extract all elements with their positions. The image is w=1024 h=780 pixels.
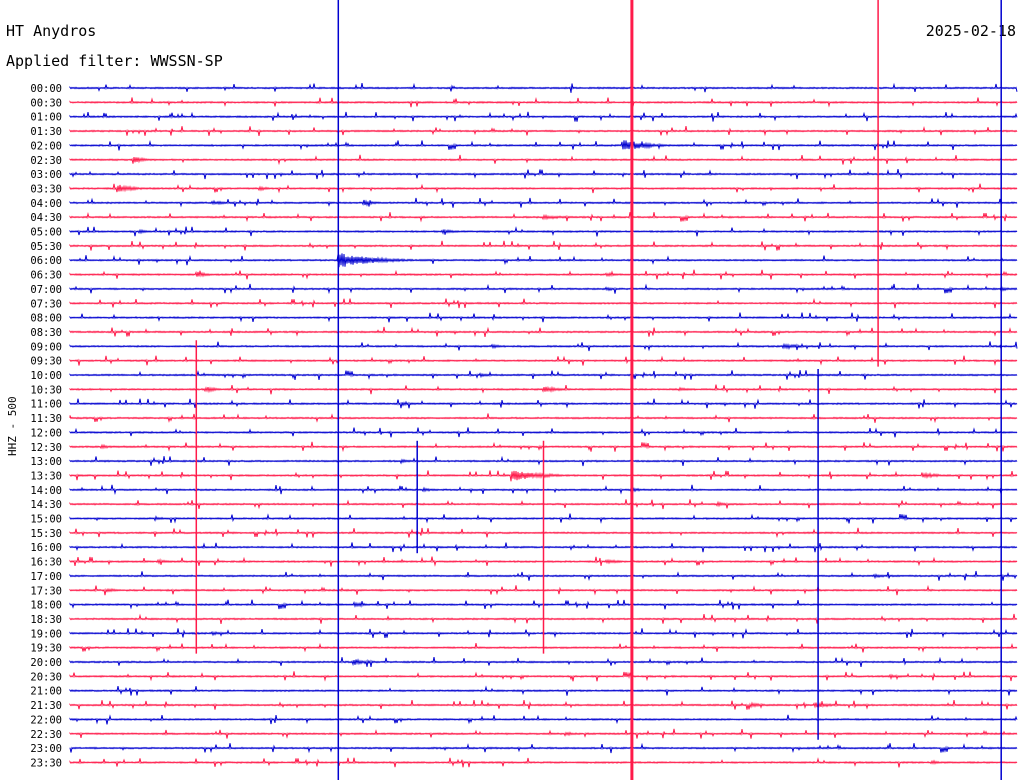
trace-row-2200 bbox=[69, 714, 1018, 725]
time-label: 16:30 bbox=[30, 557, 62, 569]
trace-row-0600 bbox=[69, 253, 1018, 268]
trace-row-1200 bbox=[69, 427, 1018, 438]
time-label: 14:00 bbox=[30, 485, 62, 497]
trace-row-1100 bbox=[69, 398, 1018, 409]
trace-row-0100 bbox=[69, 111, 1018, 122]
time-label: 20:30 bbox=[30, 671, 62, 683]
time-label: 09:00 bbox=[30, 341, 62, 353]
time-label: 04:30 bbox=[30, 212, 62, 224]
trace-row-0200 bbox=[69, 140, 1018, 151]
time-label: 05:00 bbox=[30, 227, 62, 239]
station-title: HT Anydros bbox=[6, 22, 97, 40]
time-label: 09:30 bbox=[30, 356, 62, 368]
trace-row-2330 bbox=[69, 757, 1018, 768]
time-label: 12:30 bbox=[30, 442, 62, 454]
trace-row-0700 bbox=[69, 283, 1018, 295]
time-label: 15:00 bbox=[30, 514, 62, 526]
time-label: 00:30 bbox=[30, 97, 62, 109]
trace-row-0130 bbox=[69, 126, 1018, 137]
trace-row-0400 bbox=[69, 197, 1018, 208]
time-label: 08:30 bbox=[30, 327, 62, 339]
time-label: 21:30 bbox=[30, 700, 62, 712]
time-label: 08:00 bbox=[30, 313, 62, 325]
time-label: 17:30 bbox=[30, 585, 62, 597]
time-label: 18:30 bbox=[30, 614, 62, 626]
time-label: 02:00 bbox=[30, 140, 62, 152]
trace-row-0730 bbox=[69, 297, 1018, 309]
trace-row-0000 bbox=[69, 82, 1018, 93]
trace-row-0800 bbox=[69, 312, 1018, 323]
trace-row-0530 bbox=[69, 240, 1018, 251]
time-label: 11:30 bbox=[30, 413, 62, 425]
time-label: 10:30 bbox=[30, 384, 62, 396]
time-label: 12:00 bbox=[30, 427, 62, 439]
trace-row-2030 bbox=[69, 671, 1018, 682]
time-label: 06:00 bbox=[30, 255, 62, 267]
time-label: 01:30 bbox=[30, 126, 62, 138]
time-label: 10:00 bbox=[30, 370, 62, 382]
time-label: 15:30 bbox=[30, 528, 62, 540]
trace-row-0030 bbox=[69, 97, 1018, 108]
trace-row-0830 bbox=[69, 326, 1018, 338]
time-label: 18:00 bbox=[30, 600, 62, 612]
time-label: 07:00 bbox=[30, 284, 62, 296]
time-label: 11:00 bbox=[30, 399, 62, 411]
trace-row-2300 bbox=[69, 742, 1018, 754]
time-label: 21:00 bbox=[30, 686, 62, 698]
time-label: 16:00 bbox=[30, 542, 62, 554]
trace-row-0900 bbox=[69, 341, 1018, 352]
trace-row-2000 bbox=[69, 656, 1018, 667]
time-labels: 00:00 00:30 01:00 01:30 02:00 02:30 03:00 03:30… bbox=[30, 83, 62, 769]
trace-row-0500 bbox=[69, 226, 1018, 237]
time-label: 00:00 bbox=[30, 83, 62, 95]
time-label: 03:00 bbox=[30, 169, 62, 181]
trace-row-1130 bbox=[69, 413, 1018, 424]
time-label: 20:00 bbox=[30, 657, 62, 669]
time-label: 14:30 bbox=[30, 499, 62, 511]
time-label: 19:30 bbox=[30, 643, 62, 655]
time-label: 13:00 bbox=[30, 456, 62, 468]
trace-rows bbox=[69, 82, 1018, 768]
date-label: 2025-02-18 bbox=[925, 22, 1016, 40]
trace-row-2130 bbox=[69, 699, 1018, 711]
time-label: 03:30 bbox=[30, 183, 62, 195]
time-label: 05:30 bbox=[30, 241, 62, 253]
trace-row-0430 bbox=[69, 211, 1018, 223]
time-label: 07:30 bbox=[30, 298, 62, 310]
trace-row-0230 bbox=[69, 154, 1018, 166]
time-label: 17:00 bbox=[30, 571, 62, 583]
long-spikes bbox=[195, 0, 1002, 780]
filter-label: Applied filter: WWSSN-SP bbox=[6, 52, 223, 70]
channel-label: HHZ - 500 bbox=[6, 396, 19, 456]
time-label: 01:00 bbox=[30, 112, 62, 124]
time-label: 19:00 bbox=[30, 628, 62, 640]
trace-row-0630 bbox=[69, 269, 1018, 280]
time-label: 06:30 bbox=[30, 270, 62, 282]
trace-row-0930 bbox=[69, 355, 1018, 367]
trace-row-1030 bbox=[69, 384, 1018, 395]
trace-row-1000 bbox=[69, 370, 1018, 381]
time-label: 23:00 bbox=[30, 743, 62, 755]
trace-row-0300 bbox=[69, 169, 1018, 180]
time-label: 13:30 bbox=[30, 470, 62, 482]
trace-row-2230 bbox=[69, 728, 1018, 739]
time-label: 02:30 bbox=[30, 155, 62, 167]
time-label: 22:30 bbox=[30, 729, 62, 741]
time-label: 04:00 bbox=[30, 198, 62, 210]
trace-row-0330 bbox=[69, 183, 1018, 194]
trace-row-2100 bbox=[69, 685, 1018, 696]
time-label: 22:00 bbox=[30, 714, 62, 726]
time-label: 23:30 bbox=[30, 757, 62, 769]
